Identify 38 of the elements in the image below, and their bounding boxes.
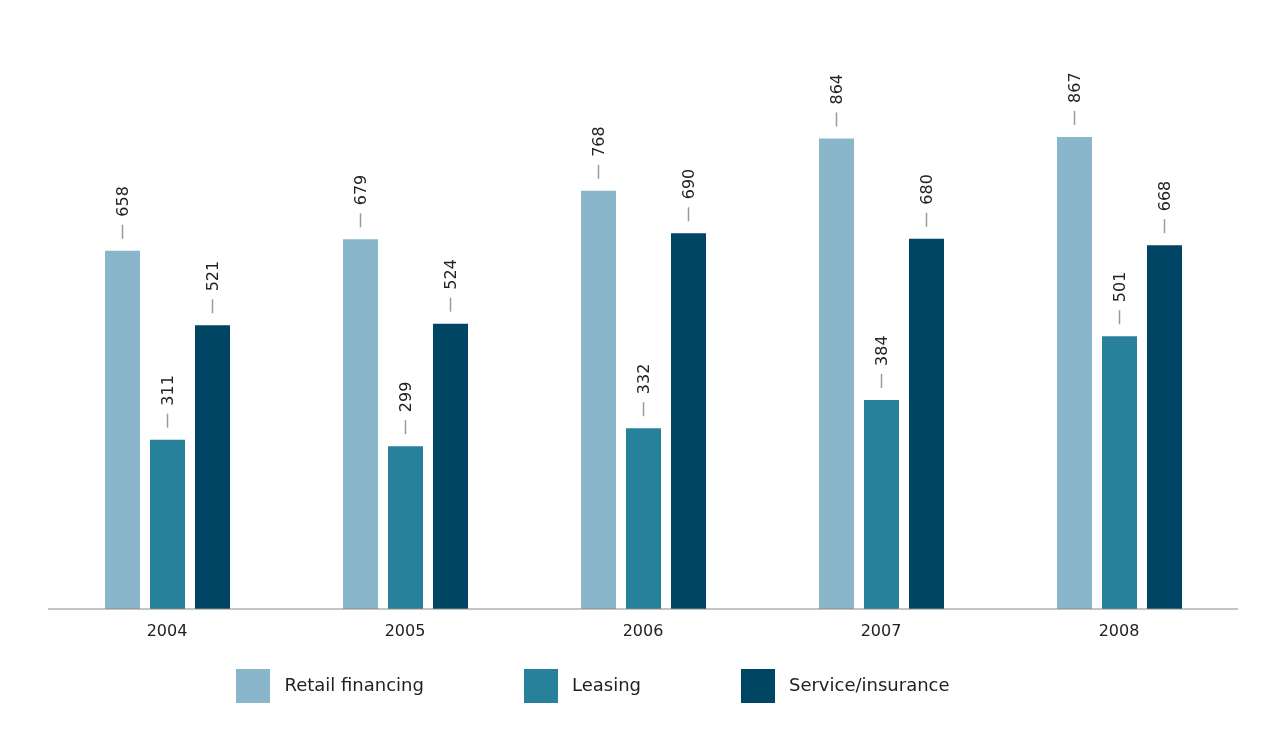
x-tick-label: 2005 bbox=[384, 621, 426, 641]
bar bbox=[671, 233, 706, 609]
bar bbox=[626, 428, 661, 609]
legend-label: Leasing bbox=[571, 674, 641, 695]
legend-label: Service/insurance bbox=[788, 674, 950, 695]
bar bbox=[150, 439, 185, 609]
data-label: 658 bbox=[113, 186, 132, 217]
x-tick-label: 2004 bbox=[146, 621, 188, 641]
bar bbox=[1147, 245, 1182, 609]
legend-label: Retail financing bbox=[284, 674, 424, 695]
data-label: 384 bbox=[872, 335, 891, 366]
data-label: 690 bbox=[679, 168, 698, 200]
bar bbox=[388, 446, 423, 609]
bar bbox=[819, 138, 854, 609]
bar bbox=[581, 190, 616, 609]
data-label: 524 bbox=[441, 259, 460, 290]
data-label: 299 bbox=[396, 381, 415, 413]
bar bbox=[909, 238, 944, 609]
data-label: 521 bbox=[203, 260, 222, 292]
data-label: 867 bbox=[1065, 72, 1084, 103]
data-label: 680 bbox=[917, 174, 936, 205]
data-label: 668 bbox=[1155, 180, 1174, 212]
data-label: 311 bbox=[158, 375, 177, 406]
x-tick-label: 2006 bbox=[622, 621, 664, 641]
bar bbox=[433, 323, 468, 609]
x-tick-label: 2007 bbox=[860, 621, 902, 641]
data-label: 864 bbox=[827, 73, 846, 105]
bar bbox=[1102, 336, 1137, 609]
bar bbox=[1057, 136, 1092, 609]
data-label: 768 bbox=[589, 126, 608, 157]
data-label: 501 bbox=[1110, 271, 1129, 303]
bar bbox=[343, 239, 378, 609]
bar bbox=[105, 250, 140, 609]
data-label: 679 bbox=[351, 174, 370, 206]
bar bbox=[864, 399, 899, 609]
x-tick-label: 2008 bbox=[1098, 621, 1140, 641]
data-label: 332 bbox=[634, 363, 653, 395]
bar bbox=[195, 325, 230, 609]
